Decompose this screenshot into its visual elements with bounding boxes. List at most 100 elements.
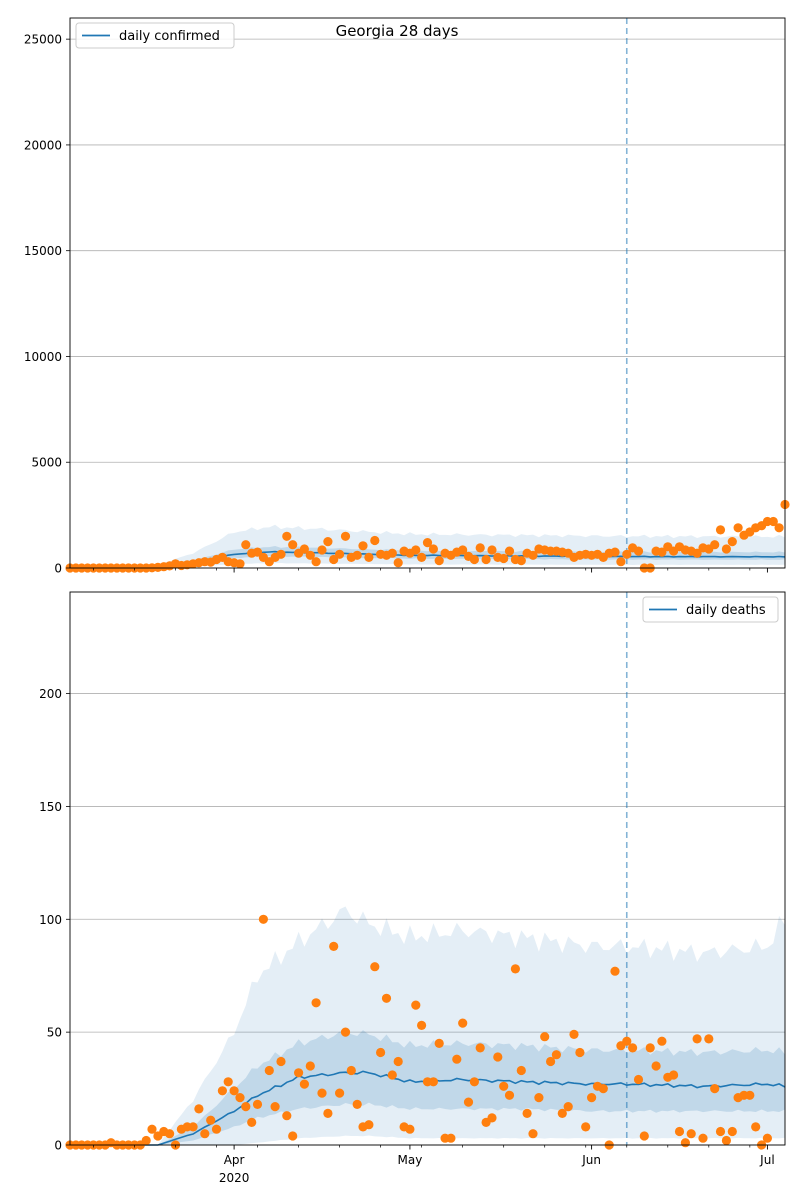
deaths-observed-point	[540, 1032, 550, 1042]
deaths-legend-box	[642, 596, 779, 623]
confirmed-observed-point	[305, 550, 315, 560]
confirmed-observed-point	[475, 543, 485, 553]
deaths-observed-point	[698, 1133, 708, 1143]
deaths-observed-point	[581, 1122, 591, 1132]
deaths-observed-point	[311, 998, 321, 1008]
confirmed-axes-frame	[69, 17, 786, 569]
deaths-observed-point	[206, 1115, 216, 1125]
deaths-observed-point	[569, 1029, 579, 1039]
deaths-legend-label: daily deaths	[686, 603, 766, 618]
deaths-observed-point	[405, 1124, 415, 1134]
deaths-observed-point	[504, 1090, 515, 1100]
deaths-observed-point	[335, 1088, 345, 1098]
deaths-observed-point	[370, 962, 380, 972]
deaths-observed-point	[680, 1138, 691, 1148]
deaths-observed-point	[563, 1102, 573, 1112]
deaths-observed-point	[674, 1126, 685, 1137]
deaths-observed-point	[200, 1129, 210, 1139]
deaths-observed-point	[276, 1056, 286, 1067]
confirmed-observed-point	[610, 547, 620, 557]
deaths-observed-point	[557, 1108, 567, 1118]
deaths-observed-point	[657, 1036, 667, 1046]
deaths-xtick-label: Jun	[581, 1153, 601, 1167]
deaths-observed-point	[376, 1047, 386, 1058]
deaths-observed-point	[299, 1079, 309, 1089]
deaths-observed-point	[288, 1131, 298, 1141]
deaths-observed-point	[417, 1020, 427, 1030]
deaths-observed-point	[411, 1000, 421, 1010]
deaths-observed-point	[522, 1108, 532, 1118]
deaths-observed-point	[762, 1133, 773, 1143]
confirmed-observed-point	[516, 556, 526, 566]
deaths-observed-point	[165, 1129, 175, 1139]
confirmed-ytick-label: 15000	[24, 244, 62, 258]
deaths-observed-point	[628, 1043, 638, 1053]
deaths-observed-point	[551, 1050, 562, 1060]
deaths-observed-point	[546, 1056, 556, 1067]
confirmed-observed-point	[387, 548, 397, 558]
deaths-observed-point	[223, 1077, 233, 1087]
confirmed-observed-point	[311, 557, 321, 567]
confirmed-observed-point	[499, 553, 509, 564]
deaths-observed-point	[258, 914, 268, 924]
deaths-observed-point	[751, 1122, 761, 1132]
deaths-observed-point	[727, 1126, 737, 1137]
deaths-observed-point	[188, 1122, 198, 1132]
confirmed-observed-point	[481, 554, 491, 565]
confirmed-observed-point	[469, 554, 479, 565]
deaths-observed-point	[194, 1104, 204, 1114]
deaths-observed-point	[393, 1056, 403, 1067]
confirmed-observed-point	[487, 545, 497, 555]
deaths-observed-point	[510, 964, 520, 974]
deaths-observed-point	[270, 1102, 280, 1112]
deaths-observed-point	[469, 1077, 479, 1087]
confirmed-observed-point	[352, 550, 362, 560]
deaths-observed-point	[264, 1065, 274, 1076]
deaths-observed-point	[211, 1124, 222, 1134]
deaths-observed-point	[669, 1070, 679, 1080]
deaths-observed-point	[692, 1034, 702, 1044]
deaths-observed-point	[294, 1068, 304, 1078]
confirmed-ytick-label: 20000	[24, 138, 62, 152]
deaths-ytick-label: 0	[54, 1139, 62, 1153]
confirmed-legend: daily confirmed	[75, 22, 235, 49]
deaths-observed-point	[499, 1081, 509, 1091]
deaths-observed-point	[452, 1054, 462, 1064]
figure-title: Georgia 28 days	[336, 22, 459, 40]
deaths-xtick-label: Jul	[759, 1153, 774, 1167]
confirmed-observed-point	[299, 544, 309, 554]
confirmed-observed-point	[417, 552, 427, 563]
confirmed-ytick-label: 0	[54, 562, 62, 576]
confirmed-observed-point	[288, 540, 298, 550]
deaths-xtick-label: Apr	[224, 1153, 245, 1167]
deaths-observed-point	[575, 1047, 585, 1058]
deaths-observed-point	[610, 966, 620, 976]
confirmed-observed-point	[252, 547, 263, 557]
deaths-observed-point	[715, 1126, 726, 1137]
deaths-xtick-label: May	[398, 1153, 423, 1167]
confirmed-observed-point	[692, 548, 702, 558]
confirmed-observed-point	[622, 549, 632, 559]
deaths-inner-band	[70, 1030, 785, 1145]
deaths-ytick-label: 50	[47, 1026, 62, 1040]
deaths-observed-point	[147, 1124, 157, 1134]
deaths-observed-point	[252, 1099, 263, 1109]
deaths-observed-point	[446, 1133, 456, 1143]
deaths-observed-point	[598, 1084, 608, 1094]
confirmed-observed-point	[393, 558, 403, 568]
deaths-observed-point	[639, 1131, 649, 1141]
deaths-observed-point	[686, 1129, 696, 1139]
confirmed-observed-point	[710, 540, 720, 550]
confirmed-observed-point	[358, 541, 368, 551]
confirmed-observed-point	[633, 546, 644, 556]
deaths-observed-point	[305, 1061, 315, 1071]
confirmed-legend-box	[75, 22, 235, 49]
confirmed-panel: 0 5000 10000 15000 20000 25000 daily confirmed	[24, 17, 790, 576]
deaths-observed-point	[721, 1135, 732, 1146]
confirmed-observed-point	[657, 547, 667, 557]
deaths-observed-point	[487, 1113, 497, 1123]
deaths-observed-point	[516, 1065, 526, 1076]
confirmed-observed-point	[411, 545, 421, 555]
deaths-observed-point	[645, 1043, 655, 1053]
